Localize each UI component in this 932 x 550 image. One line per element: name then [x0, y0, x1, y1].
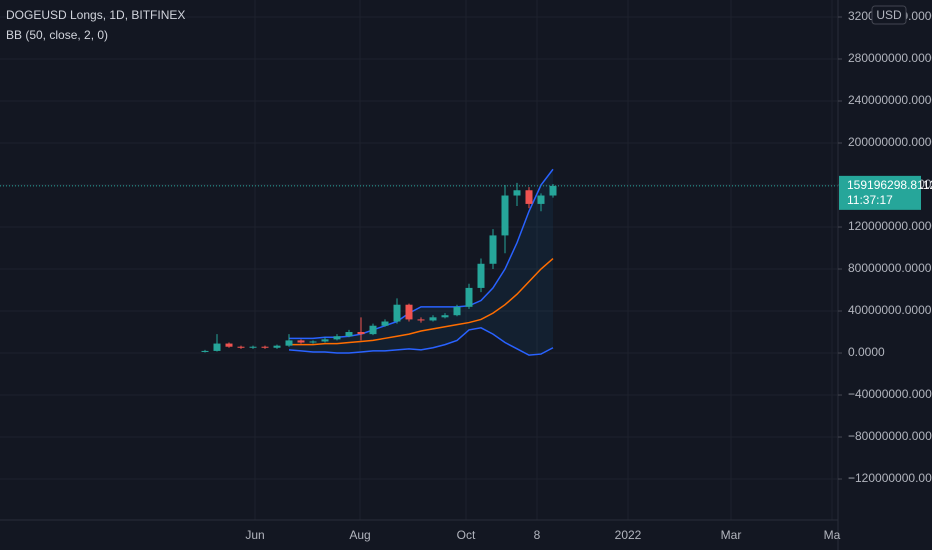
candle-body	[237, 346, 245, 348]
candle-body	[357, 332, 365, 335]
chart-title: DOGEUSD Longs, 1D, BITFINEX	[6, 8, 185, 22]
candle-body	[309, 341, 317, 343]
bb-fill	[289, 169, 553, 356]
y-tick-label: −40000000.0000	[848, 387, 932, 401]
x-tick-label: Jun	[245, 528, 264, 542]
last-price-badge	[839, 175, 921, 210]
candle-body	[333, 336, 341, 340]
candle-body	[201, 350, 209, 352]
candle-body	[537, 195, 545, 204]
candle-body	[501, 195, 509, 236]
y-tick-label: 240000000.0000	[848, 93, 932, 107]
candle-body	[405, 304, 413, 320]
candle-body	[345, 332, 353, 337]
candle-body	[549, 185, 557, 196]
candle-body	[213, 343, 221, 351]
candle-body	[417, 319, 425, 321]
indicator-label: BB (50, close, 2, 0)	[6, 28, 108, 42]
candle-body	[381, 321, 389, 326]
candle-body	[477, 263, 485, 288]
candle-body	[321, 339, 329, 342]
candle-body	[465, 287, 473, 307]
currency-badge[interactable]	[871, 5, 907, 25]
y-tick-label: 200000000.0000	[848, 135, 932, 149]
y-tick-label: 120000000.0000	[848, 219, 932, 233]
countdown-label: 11:37:17	[847, 193, 893, 207]
candle-body	[249, 346, 257, 348]
y-tick-label: 80000000.0000	[848, 261, 932, 275]
x-tick-label: Mar	[721, 528, 742, 542]
x-tick-label: Ma	[824, 528, 841, 542]
last-price-label: 159196298.8112	[847, 178, 932, 192]
candle-body	[261, 346, 269, 348]
candle-body	[429, 317, 437, 321]
candle-body	[441, 315, 449, 318]
y-tick-label: 280000000.0000	[848, 51, 932, 65]
x-tick-label: 8	[534, 528, 541, 542]
candle-body	[369, 325, 377, 335]
candle-body	[453, 306, 461, 316]
candle-body	[225, 343, 233, 347]
bb-line	[288, 327, 554, 356]
candle-body	[297, 340, 305, 343]
x-tick-label: Oct	[457, 528, 476, 542]
y-tick-label: −120000000.0000	[848, 471, 932, 485]
currency-label[interactable]: USD	[876, 8, 902, 22]
candle-body	[285, 340, 293, 346]
bb-line	[289, 257, 554, 346]
candle-body	[513, 190, 521, 196]
candle-body	[393, 304, 401, 322]
y-tick-label: 40000000.0000	[848, 303, 932, 317]
bb-line	[289, 168, 554, 340]
candle-body	[273, 345, 281, 348]
x-tick-label: 2022	[615, 528, 642, 542]
y-tick-label: 0.0000	[848, 345, 885, 359]
y-tick-label: −80000000.0000	[848, 429, 932, 443]
candle-body	[525, 190, 533, 204]
candle-body	[489, 235, 497, 264]
x-tick-label: Aug	[349, 528, 370, 542]
